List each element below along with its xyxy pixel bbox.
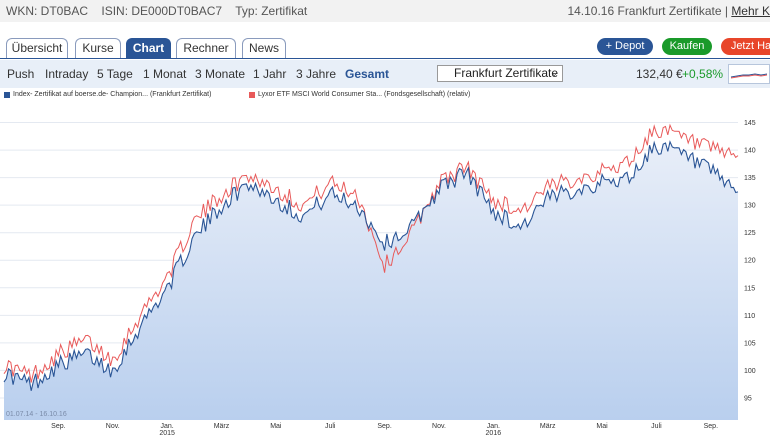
y-tick-label: 95	[744, 395, 752, 402]
y-tick-label: 105	[744, 340, 756, 347]
tab-underline	[0, 58, 770, 59]
x-tick-label: Sep.	[51, 423, 65, 430]
legend-swatch-series-2	[249, 92, 255, 98]
period-push[interactable]: Push	[7, 67, 35, 81]
isin-label: ISIN: DE000DT0BAC7	[101, 4, 223, 18]
x-tick-label: Juli	[651, 423, 662, 430]
period-5-tage[interactable]: 5 Tage	[97, 67, 133, 81]
tab-bar: Übersicht Kurse Chart Rechner News + Dep…	[0, 22, 770, 60]
period-3-jahre[interactable]: 3 Jahre	[296, 67, 337, 81]
tab-kurse[interactable]: Kurse	[75, 38, 121, 59]
x-year-label: 2016	[486, 430, 502, 436]
y-axis: 95 100 105 110 115 120 125 130 135 140 145	[744, 120, 756, 402]
x-tick-label: Nov.	[432, 423, 446, 430]
period-3-monate[interactable]: 3 Monate	[195, 67, 246, 81]
y-tick-label: 140	[744, 148, 756, 155]
quote-change: +0,58%	[682, 67, 724, 81]
type-label: Typ: Zertifikat	[235, 4, 308, 18]
y-tick-label: 145	[744, 120, 756, 127]
x-tick-label: Mai	[596, 423, 608, 430]
x-tick-label: März	[214, 423, 230, 430]
y-tick-label: 120	[744, 258, 756, 265]
series-2-line	[3, 123, 739, 383]
x-tick-label: Jan.	[487, 423, 500, 430]
period-1-jahr[interactable]: 1 Jahr	[253, 67, 287, 81]
exchange-select-value: Frankfurt Zertifikate	[454, 66, 559, 80]
y-tick-label: 125	[744, 230, 756, 237]
y-tick-label: 115	[744, 285, 755, 292]
instrument-info-bar: WKN: DT0BAC ISIN: DE000DT0BAC7 Typ: Zert…	[0, 0, 770, 22]
period-1-monat[interactable]: 1 Monat	[143, 67, 187, 81]
legend-label-series-2: Lyxor ETF MSCI World Consumer Sta... (Fo…	[258, 91, 471, 98]
x-tick-label: Nov.	[106, 423, 120, 430]
x-tick-label: Jan.	[160, 423, 173, 430]
sparkline-icon	[730, 73, 768, 79]
period-intraday[interactable]: Intraday	[45, 67, 89, 81]
y-tick-label: 135	[744, 175, 756, 182]
x-year-label: 2015	[159, 430, 175, 436]
y-tick-label: 100	[744, 368, 756, 375]
chevron-down-icon: ⌄	[550, 68, 558, 78]
x-tick-label: Sep.	[704, 423, 718, 430]
tab-chart[interactable]: Chart	[126, 38, 171, 59]
date-range-label: 01.07.14 - 16.10.16	[6, 411, 67, 418]
tab-news[interactable]: News	[242, 38, 286, 59]
x-tick-label: Mai	[270, 423, 282, 430]
series-1-line	[3, 140, 739, 391]
add-depot-button[interactable]: + Depot	[597, 38, 653, 55]
more-link[interactable]: Mehr K	[731, 4, 770, 18]
x-tick-label: Sep.	[377, 423, 391, 430]
chart-legend: Index- Zertifikat auf boerse.de- Champio…	[0, 88, 770, 102]
x-tick-label: März	[540, 423, 556, 430]
wkn-label: WKN: DT0BAC	[6, 4, 89, 18]
sparkline-thumbnail[interactable]	[728, 64, 770, 84]
legend-swatch-series-1	[4, 92, 10, 98]
exchange-select[interactable]: Frankfurt Zertifikate ⌄	[437, 65, 563, 82]
tab-rechner[interactable]: Rechner	[176, 38, 236, 59]
legend-label-series-1: Index- Zertifikat auf boerse.de- Champio…	[13, 91, 212, 98]
tab-uebersicht[interactable]: Übersicht	[6, 38, 68, 59]
series-1-area	[4, 141, 738, 421]
y-tick-label: 110	[744, 313, 755, 320]
trade-now-button[interactable]: Jetzt Ha	[721, 38, 770, 55]
y-tick-label: 130	[744, 203, 756, 210]
date-exchange-label: 14.10.16 Frankfurt Zertifikate |	[567, 4, 728, 18]
price-chart[interactable]: 95 100 105 110 115 120 125 130 135 140 145 Sep. Nov…	[0, 102, 770, 436]
period-nav: Push Intraday 5 Tage 1 Monat 3 Monate 1 …	[0, 60, 770, 88]
x-tick-label: Juli	[325, 423, 336, 430]
buy-button[interactable]: Kaufen	[662, 38, 712, 55]
period-gesamt[interactable]: Gesamt	[345, 67, 390, 81]
quote-price: 132,40 €	[636, 67, 683, 81]
